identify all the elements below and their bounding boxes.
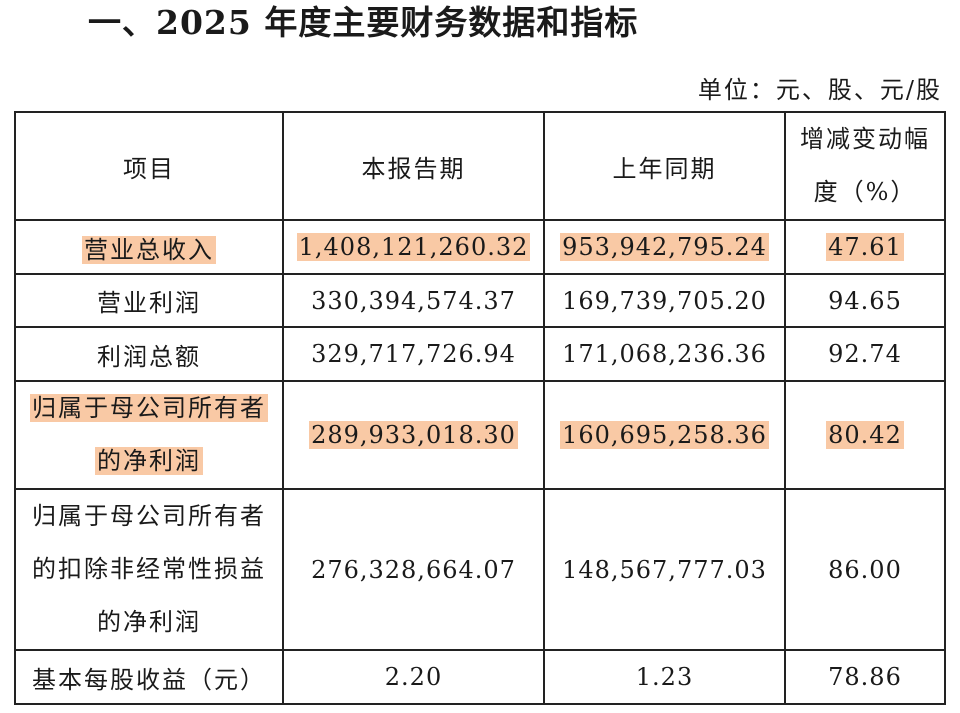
row-change: 78.86 xyxy=(784,649,946,705)
row-change: 86.00 xyxy=(784,488,946,651)
row-previous: 953,942,795.24 xyxy=(543,219,786,275)
row-change: 92.74 xyxy=(784,326,946,382)
row-current: 330,394,574.37 xyxy=(282,273,545,328)
table-row: 归属于母公司所有者 的净利润 289,933,018.30 160,695,258… xyxy=(14,380,946,490)
table-row: 营业利润 330,394,574.37 169,739,705.20 94.65 xyxy=(14,273,946,328)
page-title: 一、2025 年度主要财务数据和指标 xyxy=(88,3,639,42)
row-label: 归属于母公司所有者 的净利润 xyxy=(14,380,284,490)
table-row: 利润总额 329,717,726.94 171,068,236.36 92.74 xyxy=(14,326,946,382)
row-change: 80.42 xyxy=(784,380,946,490)
row-current: 329,717,726.94 xyxy=(282,326,545,382)
row-current: 2.20 xyxy=(282,649,545,705)
table-header-row: 项目 本报告期 上年同期 增减变动幅 度（%） xyxy=(14,111,946,221)
header-change-pct: 增减变动幅 度（%） xyxy=(784,111,946,221)
row-label: 归属于母公司所有者 的扣除非经常性损益 的净利润 xyxy=(14,488,284,651)
unit-note: 单位：元、股、元/股 xyxy=(697,76,942,104)
row-current: 289,933,018.30 xyxy=(282,380,545,490)
row-previous: 171,068,236.36 xyxy=(543,326,786,382)
row-label: 基本每股收益（元） xyxy=(14,649,284,705)
header-item: 项目 xyxy=(14,111,284,221)
table-row: 基本每股收益（元） 2.20 1.23 78.86 xyxy=(14,649,946,705)
header-prior-period: 上年同期 xyxy=(543,111,786,221)
row-current: 276,328,664.07 xyxy=(282,488,545,651)
financial-table: 项目 本报告期 上年同期 增减变动幅 度（%） 营业总收入 1,408,121,2… xyxy=(14,111,946,705)
row-previous: 1.23 xyxy=(543,649,786,705)
row-current: 1,408,121,260.32 xyxy=(282,219,545,275)
row-label: 营业利润 xyxy=(14,273,284,328)
table-row: 营业总收入 1,408,121,260.32 953,942,795.24 47… xyxy=(14,219,946,275)
row-previous: 160,695,258.36 xyxy=(543,380,786,490)
row-previous: 169,739,705.20 xyxy=(543,273,786,328)
row-change: 94.65 xyxy=(784,273,946,328)
row-label: 利润总额 xyxy=(14,326,284,382)
header-current-period: 本报告期 xyxy=(282,111,545,221)
row-previous: 148,567,777.03 xyxy=(543,488,786,651)
row-label: 营业总收入 xyxy=(14,219,284,275)
row-change: 47.61 xyxy=(784,219,946,275)
table-row: 归属于母公司所有者 的扣除非经常性损益 的净利润 276,328,664.07 14… xyxy=(14,488,946,651)
